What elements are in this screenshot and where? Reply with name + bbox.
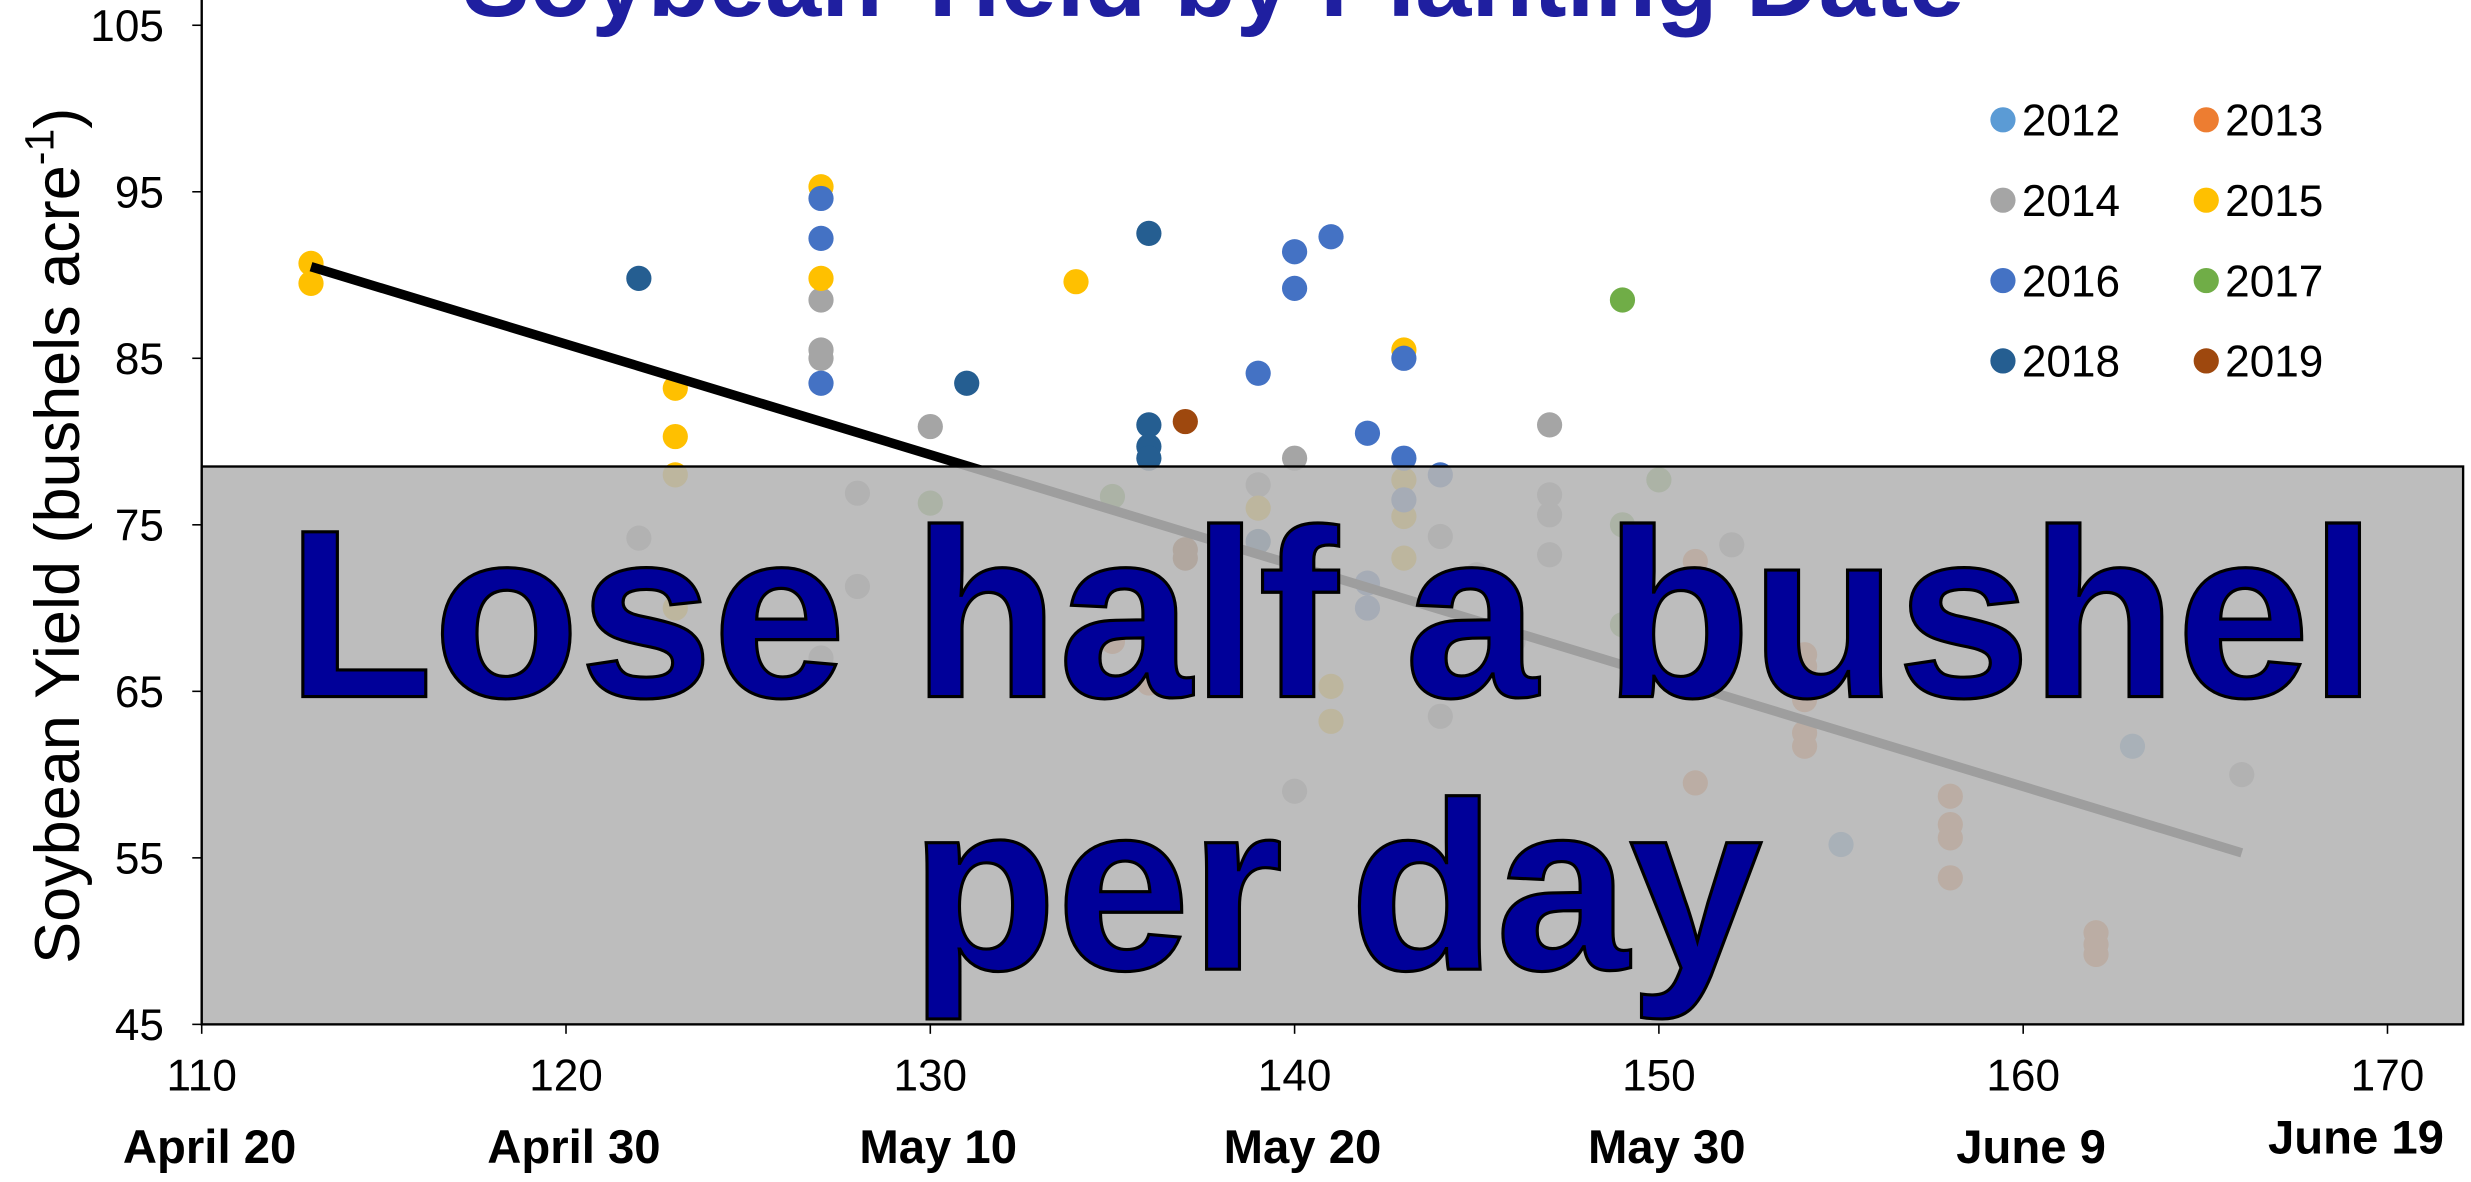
y-label-text: Soybean Yield (bushels acre	[23, 165, 93, 964]
x-tick-label: 120	[529, 1052, 603, 1101]
point	[808, 345, 834, 371]
y-axis-label: Soybean Yield (bushels acre-1)	[17, 108, 93, 964]
legend-marker	[2193, 267, 2219, 294]
point	[808, 225, 834, 252]
point	[1609, 287, 1636, 313]
legend-marker	[2193, 187, 2219, 213]
point	[1281, 275, 1308, 301]
point	[808, 185, 834, 212]
x-tick-label: 110	[167, 1052, 237, 1101]
point	[1536, 412, 1563, 438]
point	[1281, 239, 1308, 265]
point	[1318, 224, 1344, 250]
y-tick-label: 45	[115, 1001, 164, 1050]
point	[1281, 445, 1308, 471]
point	[1136, 445, 1162, 471]
point	[808, 287, 834, 313]
point	[1245, 360, 1271, 386]
legend-label: 2014	[2022, 177, 2120, 226]
point	[1172, 408, 1198, 435]
x-tick-label: 150	[1622, 1052, 1696, 1101]
y-tick-label: 65	[115, 668, 164, 717]
y-tick-label: 95	[115, 169, 164, 218]
legend-label: 2012	[2022, 97, 2120, 146]
legend-marker	[1990, 107, 2016, 133]
y-tick-label: 85	[115, 335, 164, 384]
x-tick-label: 160	[1986, 1052, 2060, 1101]
point	[626, 265, 652, 291]
point	[808, 370, 834, 396]
legend-label: 2019	[2225, 338, 2323, 387]
point	[808, 265, 834, 291]
point	[1136, 220, 1162, 247]
chart-title: Soybean Yield by Planting Date	[463, 0, 1965, 38]
point	[662, 423, 688, 450]
x-tick-label: 130	[893, 1052, 967, 1101]
y-tick-label: 55	[115, 835, 164, 884]
legend-label: 2016	[2022, 257, 2120, 306]
annotation-line: per day	[910, 752, 1762, 1020]
date-label: May 10	[859, 1121, 1017, 1174]
legend-label: 2018	[2022, 338, 2120, 387]
x-tick-label: 140	[1258, 1052, 1332, 1101]
annotation-line: Lose half a bushel	[287, 480, 2377, 748]
date-label: April 30	[487, 1121, 660, 1174]
date-label: April 20	[123, 1121, 296, 1174]
y-tick-label: 105	[90, 2, 164, 51]
point	[954, 370, 980, 396]
point	[298, 270, 324, 296]
y-label-sup: -1	[17, 129, 63, 165]
legend-label: 2017	[2225, 257, 2323, 306]
point	[1354, 420, 1381, 446]
date-label: June 19	[2268, 1112, 2444, 1165]
legend-marker	[2193, 107, 2219, 133]
legend-marker	[1990, 187, 2016, 213]
y-tick-label: 75	[115, 502, 164, 551]
legend-label: 2015	[2225, 177, 2323, 226]
legend-marker	[2193, 348, 2219, 374]
date-label: May 30	[1588, 1121, 1746, 1174]
legend-label: 2013	[2225, 97, 2323, 146]
x-tick-label: 170	[2351, 1052, 2425, 1101]
point	[1063, 269, 1089, 295]
legend-marker	[1990, 267, 2016, 294]
point	[1391, 345, 1417, 371]
point	[1136, 412, 1162, 438]
overlay-box	[200, 465, 2465, 1026]
date-label: June 9	[1956, 1121, 2106, 1174]
y-label-end: )	[23, 108, 93, 129]
point	[1391, 445, 1417, 471]
point	[917, 413, 943, 440]
legend-marker	[1990, 348, 2016, 374]
date-label: May 20	[1224, 1121, 1382, 1174]
